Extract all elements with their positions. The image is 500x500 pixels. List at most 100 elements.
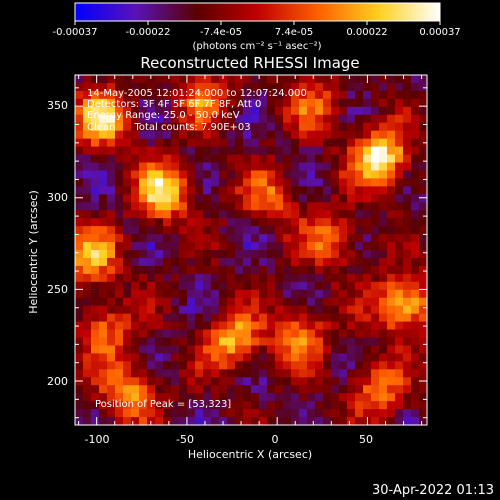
heatmap-cell xyxy=(355,345,364,354)
heatmap-cell xyxy=(171,305,180,315)
x-tick-label: -50 xyxy=(176,433,194,446)
heatmap-cell xyxy=(139,305,148,315)
heatmap-cell xyxy=(379,289,388,299)
heatmap-cell xyxy=(411,138,420,148)
heatmap-cell xyxy=(131,369,140,378)
heatmap-cell xyxy=(355,202,364,211)
heatmap-cell xyxy=(163,385,172,394)
heatmap-cell xyxy=(163,162,172,172)
heatmap-cell xyxy=(91,313,100,323)
heatmap-cell xyxy=(395,114,404,124)
heatmap-cell xyxy=(115,162,124,172)
heatmap-cell xyxy=(275,226,284,235)
heatmap-cell xyxy=(291,114,300,124)
heatmap-cell xyxy=(347,130,356,140)
heatmap-cell xyxy=(83,146,92,156)
heatmap-cell xyxy=(83,257,92,267)
heatmap-cell xyxy=(259,273,268,283)
heatmap-cell xyxy=(83,154,92,164)
heatmap-cell xyxy=(363,226,372,235)
heatmap-cell xyxy=(99,130,108,140)
heatmap-cell xyxy=(147,146,156,156)
heatmap-cell xyxy=(83,281,92,291)
y-tick-label: 350 xyxy=(47,99,68,112)
heatmap-cell xyxy=(227,138,236,148)
heatmap-cell xyxy=(419,337,428,347)
heatmap-cell xyxy=(307,250,316,259)
heatmap-cell xyxy=(179,138,188,148)
heatmap-cell xyxy=(219,305,228,315)
heatmap-cell xyxy=(299,210,308,219)
heatmap-cell xyxy=(395,297,404,307)
heatmap-cell xyxy=(187,75,196,84)
heatmap-cell xyxy=(203,289,212,299)
heatmap-cell xyxy=(347,369,356,378)
heatmap-cell xyxy=(171,337,180,347)
heatmap-cell xyxy=(315,417,324,426)
heatmap-cell xyxy=(171,202,180,211)
heatmap-cell xyxy=(139,146,148,156)
heatmap-cell xyxy=(283,130,292,140)
heatmap-cell xyxy=(131,409,140,418)
axis-ticks xyxy=(75,75,427,425)
heatmap-cell xyxy=(91,273,100,283)
heatmap-cell xyxy=(331,385,340,394)
heatmap-cell xyxy=(363,345,372,354)
heatmap-cell xyxy=(171,385,180,394)
heatmap-cell xyxy=(75,106,84,116)
heatmap-cell xyxy=(331,75,340,84)
heatmap-cell xyxy=(395,313,404,323)
heatmap-cell xyxy=(403,337,412,347)
heatmap-cell xyxy=(131,273,140,283)
heatmap-cell xyxy=(179,313,188,323)
heatmap-cell xyxy=(419,162,428,172)
heatmap-cell xyxy=(307,257,316,267)
heatmap-cell xyxy=(395,234,404,243)
heatmap-cell xyxy=(371,178,380,187)
heatmap-cell xyxy=(235,329,244,339)
heatmap-cell xyxy=(211,345,220,354)
heatmap-cell xyxy=(419,361,428,370)
heatmap-cell xyxy=(291,242,300,251)
annotation-energy-range: Energy Range: 25.0 - 50.0 keV xyxy=(87,110,240,121)
heatmap-cell xyxy=(219,409,228,418)
heatmap-cell xyxy=(115,130,124,140)
heatmap-cell xyxy=(339,130,348,140)
heatmap-cell xyxy=(131,218,140,227)
heatmap-cell xyxy=(403,401,412,410)
heatmap-cell xyxy=(171,242,180,251)
heatmap-cell xyxy=(355,393,364,402)
heatmap-cell xyxy=(179,130,188,140)
heatmap-cell xyxy=(235,417,244,426)
heatmap-cell xyxy=(395,321,404,331)
heatmap-cell xyxy=(171,353,180,362)
heatmap-cell xyxy=(83,305,92,315)
heatmap-cell xyxy=(171,401,180,410)
heatmap-cell xyxy=(275,337,284,347)
heatmap-cell xyxy=(235,170,244,179)
heatmap-cell xyxy=(419,234,428,243)
heatmap-cell xyxy=(219,361,228,370)
heatmap-cell xyxy=(267,361,276,370)
heatmap-cell xyxy=(179,281,188,291)
heatmap-cell xyxy=(99,297,108,307)
heatmap-cell xyxy=(131,257,140,267)
heatmap-cell xyxy=(195,114,204,124)
heatmap-cell xyxy=(403,82,412,92)
heatmap-cell xyxy=(131,345,140,354)
x-axis-label: Heliocentric X (arcsec) xyxy=(188,448,312,461)
heatmap-cell xyxy=(419,401,428,410)
heatmap-cell xyxy=(387,297,396,307)
heatmap-cell xyxy=(283,202,292,211)
heatmap-cell xyxy=(331,202,340,211)
heatmap-cell xyxy=(379,234,388,243)
heatmap-cell xyxy=(211,385,220,394)
heatmap-cell xyxy=(211,273,220,283)
heatmap-cell xyxy=(107,130,116,140)
heatmap-cell xyxy=(203,226,212,235)
heatmap-cell xyxy=(155,242,164,251)
heatmap-cell xyxy=(203,385,212,394)
heatmap-cell xyxy=(331,234,340,243)
heatmap-cell xyxy=(203,106,212,116)
heatmap-cell xyxy=(355,313,364,323)
